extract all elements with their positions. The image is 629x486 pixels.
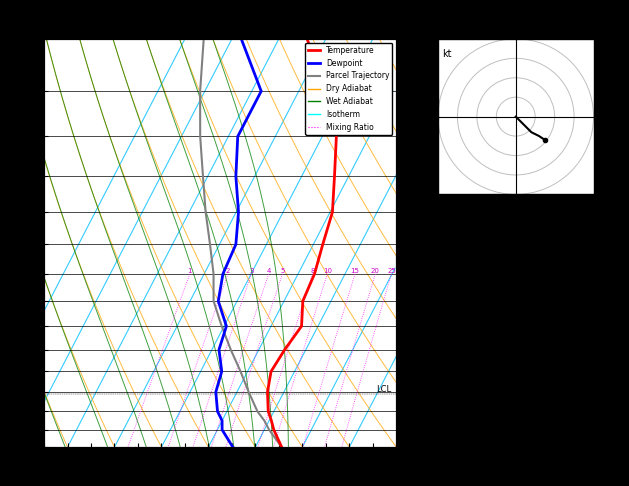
Text: kt: kt <box>442 49 452 59</box>
Parcel Trajectory <box>227 347 235 352</box>
Line: Parcel Trajectory: Parcel Trajectory <box>200 39 282 447</box>
Text: 02.05.2024  00GMT  (Base: 18): 02.05.2024 00GMT (Base: 18) <box>412 12 608 22</box>
Dewpoint <box>229 444 237 450</box>
Text: 1: 1 <box>187 268 192 274</box>
Text: 4: 4 <box>267 268 271 274</box>
Parcel Trajectory <box>200 36 208 42</box>
Temperature <box>267 368 275 374</box>
Parcel Trajectory <box>196 134 204 139</box>
Text: LCL: LCL <box>376 385 392 394</box>
Dewpoint <box>218 418 226 424</box>
Parcel Trajectory <box>210 298 218 304</box>
Temperature <box>298 323 305 329</box>
Dewpoint <box>212 389 220 395</box>
Text: hPa: hPa <box>38 12 58 22</box>
Text: 8: 8 <box>310 268 314 274</box>
Legend: Temperature, Dewpoint, Parcel Trajectory, Dry Adiabat, Wet Adiabat, Isotherm, Mi: Temperature, Dewpoint, Parcel Trajectory… <box>305 43 392 135</box>
Temperature <box>331 174 338 179</box>
Parcel Trajectory <box>202 209 209 215</box>
Temperature <box>299 298 306 304</box>
Temperature <box>278 444 286 450</box>
Line: Dewpoint: Dewpoint <box>216 39 261 447</box>
Text: © weatheronline.co.uk: © weatheronline.co.uk <box>412 471 516 480</box>
Temperature <box>303 36 311 42</box>
Text: 3: 3 <box>249 268 253 274</box>
Text: 5: 5 <box>281 268 285 274</box>
Parcel Trajectory <box>245 389 252 395</box>
Temperature <box>311 271 318 277</box>
Dewpoint <box>232 174 240 179</box>
Text: K              -7
Totals Totals  32
PW (cm)        1.06
────────────────────────: K -7 Totals Totals 32 PW (cm) 1.06 ─────… <box>416 209 556 468</box>
Text: -34°49'S  301°32'W  21m  ASL: -34°49'S 301°32'W 21m ASL <box>115 12 325 25</box>
Dewpoint <box>215 347 223 352</box>
Dewpoint <box>218 368 226 374</box>
Temperature <box>267 418 275 424</box>
Temperature <box>329 209 337 215</box>
Line: Temperature: Temperature <box>267 39 337 447</box>
Text: 10: 10 <box>323 268 332 274</box>
Text: km
ASL: km ASL <box>586 12 604 34</box>
Dewpoint <box>257 88 265 94</box>
Parcel Trajectory <box>265 427 273 433</box>
Parcel Trajectory <box>260 418 268 424</box>
Parcel Trajectory <box>218 323 225 329</box>
Dewpoint <box>232 242 240 247</box>
Parcel Trajectory <box>206 242 214 247</box>
Temperature <box>281 347 289 352</box>
Temperature <box>333 134 340 139</box>
Parcel Trajectory <box>253 408 261 414</box>
Temperature <box>264 408 272 414</box>
Temperature <box>270 427 277 433</box>
Text: 20: 20 <box>371 268 380 274</box>
Text: 25: 25 <box>387 268 396 274</box>
Text: 15: 15 <box>350 268 359 274</box>
Dewpoint <box>219 271 226 277</box>
Temperature <box>319 242 326 247</box>
Y-axis label: Mixing Ratio (g/kg): Mixing Ratio (g/kg) <box>423 197 433 289</box>
Dewpoint <box>238 36 245 42</box>
Text: 2: 2 <box>226 268 230 274</box>
Parcel Trajectory <box>278 444 286 450</box>
Temperature <box>264 389 271 395</box>
Parcel Trajectory <box>199 174 207 179</box>
Parcel Trajectory <box>196 88 204 94</box>
Dewpoint <box>214 298 222 304</box>
Parcel Trajectory <box>209 271 217 277</box>
Temperature <box>323 88 331 94</box>
Dewpoint <box>235 209 242 215</box>
Dewpoint <box>214 408 221 414</box>
Dewpoint <box>234 134 242 139</box>
X-axis label: Dewpoint / Temperature (°C): Dewpoint / Temperature (°C) <box>140 468 300 478</box>
Dewpoint <box>223 323 230 329</box>
Dewpoint <box>218 427 226 433</box>
Parcel Trajectory <box>237 368 244 374</box>
